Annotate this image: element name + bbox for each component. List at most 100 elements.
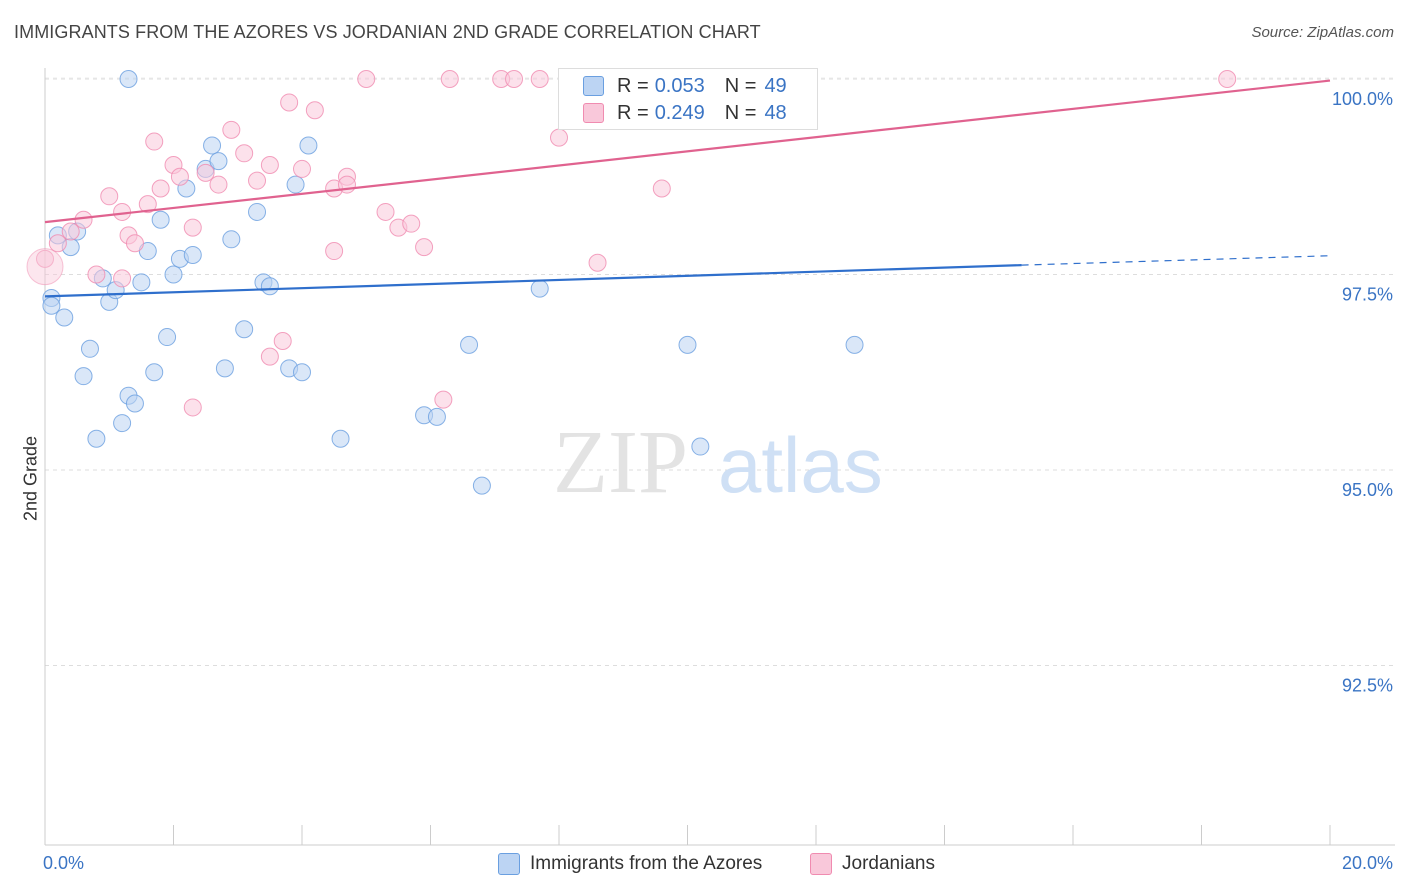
azores-point [204, 137, 221, 154]
jordanians-point [281, 94, 298, 111]
azores-point [249, 203, 266, 220]
azores-point [126, 395, 143, 412]
azores-point [332, 430, 349, 447]
azores-point [114, 415, 131, 432]
azores-point [152, 211, 169, 228]
jordanians-point [653, 180, 670, 197]
jordanians-point [184, 399, 201, 416]
jordanians-point [223, 121, 240, 138]
legend-swatch-jordanians [583, 103, 604, 123]
bottom-legend-jordanians[interactable]: Jordanians [810, 852, 935, 876]
azores-point [43, 297, 60, 314]
jordanians-point [75, 211, 92, 228]
jordanians-point [506, 71, 523, 88]
azores-point [692, 438, 709, 455]
azores-point [56, 309, 73, 326]
jordanians-point [249, 172, 266, 189]
azores-point [300, 137, 317, 154]
jordanians-point-large [27, 249, 63, 285]
jordanians-point [126, 235, 143, 252]
azores-point [223, 231, 240, 248]
legend-r-value: 0.249 [655, 102, 705, 125]
azores-point [846, 336, 863, 353]
azores-point [184, 246, 201, 263]
x-tick-label-max: 20.0% [1342, 853, 1393, 873]
legend-row-jordanians: R = 0.249 N = 48 [587, 101, 787, 125]
jordanians-point [261, 348, 278, 365]
azores-point [88, 430, 105, 447]
azores-point [210, 153, 227, 170]
azores-trend-extension [1022, 256, 1330, 265]
azores-point [81, 340, 98, 357]
y-axis-label: 2nd Grade [21, 434, 42, 524]
azores-point [146, 364, 163, 381]
jordanians-point [184, 219, 201, 236]
watermark-atlas: atlas [718, 421, 883, 509]
bottom-legend-label-azores: Immigrants from the Azores [530, 853, 762, 875]
legend-r-value: 0.053 [655, 75, 705, 98]
y-tick-label: 100.0% [1332, 89, 1393, 109]
jordanians-point [294, 160, 311, 177]
legend-n-value: 48 [764, 102, 786, 125]
jordanians-point [49, 235, 66, 252]
azores-point [461, 336, 478, 353]
legend-row-azores: R = 0.053 N = 49 [587, 74, 787, 98]
y-tick-label: 95.0% [1342, 480, 1393, 500]
jordanians-point [551, 129, 568, 146]
legend-r-label: R = [617, 102, 649, 125]
jordanians-point [326, 243, 343, 260]
bottom-legend-swatch-azores [498, 853, 520, 875]
jordanians-point [531, 71, 548, 88]
azores-point [473, 477, 490, 494]
legend-n-value: 49 [764, 75, 786, 98]
azores-point [287, 176, 304, 193]
azores-point [236, 321, 253, 338]
y-tick-label: 92.5% [1342, 676, 1393, 696]
jordanians-point [236, 145, 253, 162]
azores-point [120, 71, 137, 88]
jordanians-point [152, 180, 169, 197]
azores-point [294, 364, 311, 381]
azores-point [159, 329, 176, 346]
jordanians-point [1219, 71, 1236, 88]
jordanians-point [197, 164, 214, 181]
bottom-legend-swatch-jordanians [810, 853, 832, 875]
jordanians-point [171, 168, 188, 185]
jordanians-point [358, 71, 375, 88]
jordanians-point [101, 188, 118, 205]
azores-point [261, 278, 278, 295]
jordanians-point [210, 176, 227, 193]
bottom-legend-label-jordanians: Jordanians [842, 853, 935, 875]
azores-point [216, 360, 233, 377]
jordanians-point [274, 332, 291, 349]
azores-point [679, 336, 696, 353]
legend-swatch-azores [583, 76, 604, 96]
azores-point [531, 280, 548, 297]
watermark-zip: ZIP [553, 413, 688, 512]
jordanians-point [377, 203, 394, 220]
scatter-chart: 92.5% 95.0% 97.5% 100.0% 0.0% 20.0% ZIP atlas [0, 0, 1406, 892]
azores-point [133, 274, 150, 291]
jordanians-point [146, 133, 163, 150]
stats-legend: R = 0.053 N = 49 R = 0.249 N = 48 [558, 68, 818, 130]
jordanians-point [261, 157, 278, 174]
legend-n-label: N = [725, 75, 757, 98]
jordanians-point [416, 239, 433, 256]
azores-point [75, 368, 92, 385]
legend-r-label: R = [617, 75, 649, 98]
jordanians-point [589, 254, 606, 271]
jordanians-point [403, 215, 420, 232]
legend-n-label: N = [725, 102, 757, 125]
jordanians-point [306, 102, 323, 119]
jordanians-point [441, 71, 458, 88]
y-tick-label: 97.5% [1342, 285, 1393, 305]
jordanians-point [88, 266, 105, 283]
bottom-legend-azores[interactable]: Immigrants from the Azores [498, 852, 762, 876]
jordanians-point [114, 270, 131, 287]
azores-point [428, 408, 445, 425]
x-tick-label-min: 0.0% [43, 853, 84, 873]
jordanians-point [435, 391, 452, 408]
azores-point [165, 266, 182, 283]
jordanians-point [62, 223, 79, 240]
y-axis-label-wrap: 2nd Grade [16, 430, 44, 530]
